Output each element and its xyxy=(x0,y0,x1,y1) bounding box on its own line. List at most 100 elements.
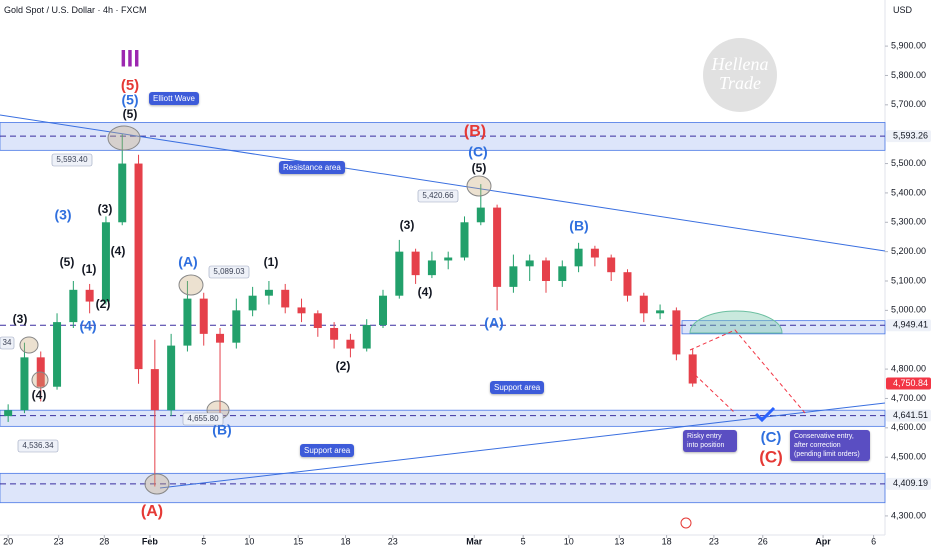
y-tick-label: 5,900.00 xyxy=(891,40,926,50)
x-tick-label: 13 xyxy=(614,536,624,546)
x-tick-label: 28 xyxy=(99,536,109,546)
level-label: 4,949.41 xyxy=(893,320,928,330)
callout-box xyxy=(182,412,224,426)
note: Resistance area xyxy=(279,161,345,174)
correction-arc xyxy=(689,310,783,334)
y-tick-label: 4,700.00 xyxy=(891,393,926,403)
y-tick-label: 5,700.00 xyxy=(891,99,926,109)
x-tick-label: 23 xyxy=(709,536,719,546)
wave-label: (5) xyxy=(121,92,138,108)
x-tick-label: 23 xyxy=(54,536,64,546)
candle-body xyxy=(493,207,502,287)
watermark-line: Hellena xyxy=(711,54,769,74)
y-tick-label: 5,100.00 xyxy=(891,275,926,285)
wave-label: (5) xyxy=(121,77,139,94)
candle-body xyxy=(150,369,159,411)
x-tick-label: 6 xyxy=(871,536,876,546)
wave-label: (C) xyxy=(468,144,487,160)
x-tick-label: Mar xyxy=(466,536,483,546)
pivot-circle xyxy=(144,473,170,495)
watermark-circle xyxy=(703,38,777,112)
wave-label: (3) xyxy=(400,218,415,232)
wave-label: (A) xyxy=(141,503,163,520)
candle-body xyxy=(379,295,388,326)
note: Risky entry into position xyxy=(683,430,737,452)
candle-body xyxy=(558,266,567,282)
trend-line xyxy=(0,114,886,252)
wave-label: (3) xyxy=(98,202,113,216)
candle-body xyxy=(411,251,420,276)
candle-body xyxy=(574,248,583,267)
projection xyxy=(689,329,806,414)
wave-label: (3) xyxy=(13,312,28,326)
callout-box xyxy=(417,189,459,203)
wave-label: (C) xyxy=(759,447,783,466)
candle-body xyxy=(85,289,94,302)
level-label: 4,641.51 xyxy=(893,410,928,420)
pivot-circle xyxy=(31,371,49,389)
level-tag xyxy=(886,409,931,422)
candle-body xyxy=(248,295,257,311)
callout-label: 4,655.80 xyxy=(187,414,219,423)
candle-body xyxy=(313,313,322,328)
candle-body xyxy=(232,310,241,343)
x-tick-label: 5 xyxy=(201,536,206,546)
candle-body xyxy=(444,257,453,261)
candle-body xyxy=(476,207,485,223)
callout-label: 5,593.40 xyxy=(56,155,88,164)
x-tick-label: 26 xyxy=(758,536,768,546)
candle-body xyxy=(264,289,273,296)
x-tick-label: 18 xyxy=(341,536,351,546)
pivot-circle xyxy=(178,274,204,296)
candle-body xyxy=(167,345,176,411)
x-tick-label: Feb xyxy=(142,536,159,546)
candle-body xyxy=(656,310,665,314)
wave-label: (3) xyxy=(54,207,71,223)
wave-label: (C) xyxy=(761,429,782,446)
level-label: 4,409.19 xyxy=(893,478,928,488)
callout-box xyxy=(0,336,15,350)
y-tick-label: 5,200.00 xyxy=(891,246,926,256)
y-tick-label: 5,300.00 xyxy=(891,217,926,227)
wave-label: (B) xyxy=(212,422,231,438)
wave-label: (A) xyxy=(178,254,197,270)
x-tick-label: 10 xyxy=(564,536,574,546)
level-tag xyxy=(886,319,931,332)
y-tick-label: 4,600.00 xyxy=(891,422,926,432)
candle-body xyxy=(590,248,599,258)
projection xyxy=(689,369,736,414)
candle-body xyxy=(118,163,127,223)
wave-label: (5) xyxy=(123,107,138,121)
level-label: 4,750.84 xyxy=(893,378,928,388)
candle-body xyxy=(688,354,697,384)
candle-body xyxy=(362,325,371,349)
y-tick-label: 5,800.00 xyxy=(891,70,926,80)
y-tick-label: 4,500.00 xyxy=(891,452,926,462)
zone xyxy=(0,472,886,504)
note: Support area xyxy=(300,444,355,457)
candle-body xyxy=(346,339,355,349)
wave-label: (B) xyxy=(569,218,588,234)
candle-body xyxy=(183,298,192,346)
candle-body xyxy=(101,222,110,302)
candle-body xyxy=(134,163,143,370)
zone xyxy=(681,320,886,335)
wave-label: (4) xyxy=(111,244,126,258)
candle-body xyxy=(395,251,404,296)
pivot-circle xyxy=(19,336,39,354)
currency: USD xyxy=(893,5,913,15)
x-tick-label: 23 xyxy=(388,536,398,546)
candle-body xyxy=(20,357,29,411)
candle-body xyxy=(672,310,681,355)
wave-label: (2) xyxy=(96,297,111,311)
x-tick-label: 20 xyxy=(3,536,13,546)
note: Support area xyxy=(490,381,545,394)
y-tick-label: 5,500.00 xyxy=(891,158,926,168)
candle-body xyxy=(623,272,632,296)
watermark: Hellena Trade xyxy=(711,54,769,93)
wave-label: (4) xyxy=(32,388,47,402)
candle-body xyxy=(199,298,208,334)
y-tick-label: 5,400.00 xyxy=(891,187,926,197)
